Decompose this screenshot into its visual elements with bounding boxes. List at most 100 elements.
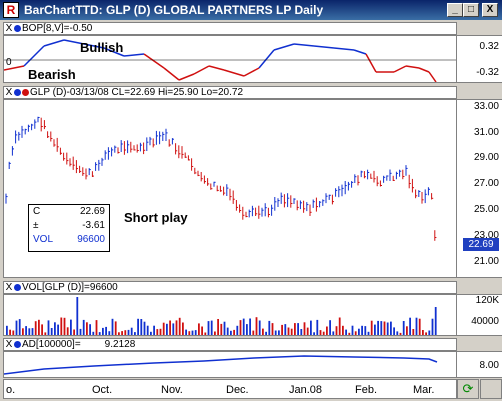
- ad-dot-icon: [14, 340, 21, 348]
- price-axis: 33.00 31.00 29.00 27.00 25.00 23.00 21.0…: [457, 99, 502, 278]
- bullish-label: Bullish: [80, 40, 124, 55]
- date-label: Mar.: [413, 384, 435, 396]
- bop-line-segment: [83, 43, 105, 49]
- maximize-button[interactable]: □: [463, 3, 479, 17]
- minimize-button[interactable]: _: [447, 3, 463, 17]
- volume-bar: [44, 332, 47, 335]
- volume-bar: [226, 327, 229, 335]
- price-axis-label: 29.00: [473, 152, 499, 163]
- volume-bar: [102, 327, 104, 335]
- volume-bar: [217, 319, 219, 335]
- date-label: Dec.: [226, 384, 249, 396]
- bop-line-segment: [333, 47, 355, 51]
- ad-axis: 8.00: [457, 351, 502, 378]
- bop-axis: 0.32 -0.32: [457, 35, 502, 83]
- ad-panel[interactable]: [3, 351, 457, 378]
- date-label: Feb.: [355, 384, 378, 396]
- volume-panel[interactable]: [3, 294, 457, 336]
- volume-bar: [294, 323, 296, 335]
- price-panel[interactable]: Short play: [3, 99, 457, 278]
- bop-line-segment: [405, 65, 420, 69]
- bop-line-segment: [123, 53, 145, 57]
- ad-close-icon[interactable]: X: [5, 339, 13, 350]
- volume-bar: [156, 329, 159, 335]
- volume-bar: [50, 328, 53, 335]
- price-chart: [5, 116, 437, 241]
- volume-bar: [306, 327, 309, 335]
- volume-bar: [380, 321, 383, 335]
- date-axis: o. Oct. Nov. Dec. Jan.08 Feb. Mar.: [3, 379, 457, 399]
- close-button[interactable]: X: [482, 3, 498, 17]
- volume-bar: [166, 323, 168, 335]
- bop-line-segment: [23, 45, 45, 67]
- volume-bar: [169, 320, 171, 335]
- refresh-icon[interactable]: ⟳: [457, 379, 479, 399]
- volume-bar: [114, 321, 117, 335]
- volume-bar: [214, 331, 216, 335]
- volume-bar: [335, 326, 338, 335]
- app-icon: R: [3, 2, 19, 18]
- bop-header-text: BOP[8,V]=-0.50: [22, 23, 93, 34]
- volume-bar: [73, 329, 75, 335]
- volume-bar: [207, 321, 210, 335]
- scroll-button[interactable]: [480, 379, 502, 399]
- info-volume-value: 96600: [77, 234, 105, 245]
- volume-close-icon[interactable]: X: [5, 282, 13, 293]
- bop-line-segment: [143, 53, 165, 69]
- date-label: Jan.08: [289, 384, 323, 396]
- bop-line-segment: [178, 73, 195, 81]
- price-axis-label: 33.00: [473, 101, 499, 112]
- volume-bar: [390, 321, 392, 335]
- volume-bar: [76, 297, 79, 335]
- bop-line-segment: [365, 53, 377, 73]
- volume-bar: [402, 321, 405, 335]
- volume-bar: [223, 321, 226, 335]
- volume-bar: [342, 325, 344, 335]
- volume-bar: [271, 323, 274, 335]
- window-title: BarChartTTD: GLP (D) GLOBAL PARTNERS LP …: [24, 3, 324, 17]
- volume-axis-label: 40000: [471, 316, 499, 327]
- volume-bar: [262, 328, 264, 335]
- short-play-annotation: Short play: [124, 210, 188, 225]
- volume-bar: [258, 320, 261, 335]
- ad-axis-label: 8.00: [479, 360, 499, 371]
- volume-bar: [172, 323, 175, 335]
- volume-header-text: VOL[GLP (D)]=96600: [22, 282, 118, 293]
- volume-bar: [425, 332, 427, 335]
- volume-bar: [274, 330, 277, 335]
- info-close-value: 22.69: [79, 206, 105, 217]
- volume-bar: [130, 327, 133, 335]
- volume-bar: [412, 329, 415, 335]
- volume-bar: [313, 332, 315, 335]
- volume-bar: [198, 323, 200, 335]
- volume-bar: [364, 326, 367, 335]
- bop-line-segment: [63, 39, 85, 45]
- volume-bar: [178, 317, 181, 335]
- volume-bar: [338, 317, 341, 335]
- volume-bar: [140, 319, 143, 335]
- volume-bar: [268, 320, 271, 335]
- price-close-icon[interactable]: X: [5, 87, 13, 98]
- volume-bar: [60, 317, 63, 335]
- bop-line-segment: [163, 67, 180, 81]
- volume-bar: [326, 326, 328, 335]
- bop-line-segment: [43, 39, 65, 47]
- volume-bar: [242, 318, 245, 335]
- volume-bar: [92, 331, 95, 335]
- volume-bar: [98, 332, 101, 335]
- ad-chart: [4, 355, 438, 375]
- volume-bar: [406, 326, 408, 335]
- volume-bar: [159, 328, 162, 335]
- volume-bar: [332, 331, 335, 335]
- bop-panel[interactable]: Bullish Bearish 0: [3, 35, 457, 83]
- date-label: Oct.: [92, 384, 113, 396]
- volume-header: X VOL[GLP (D)]=96600: [3, 281, 457, 294]
- volume-bar: [230, 330, 232, 335]
- volume-bar: [118, 332, 120, 335]
- volume-bar: [82, 319, 85, 335]
- volume-bar: [431, 318, 434, 335]
- bop-close-icon[interactable]: X: [5, 23, 13, 34]
- volume-bar: [322, 331, 325, 335]
- volume-bar: [418, 318, 421, 335]
- volume-bar: [143, 321, 146, 335]
